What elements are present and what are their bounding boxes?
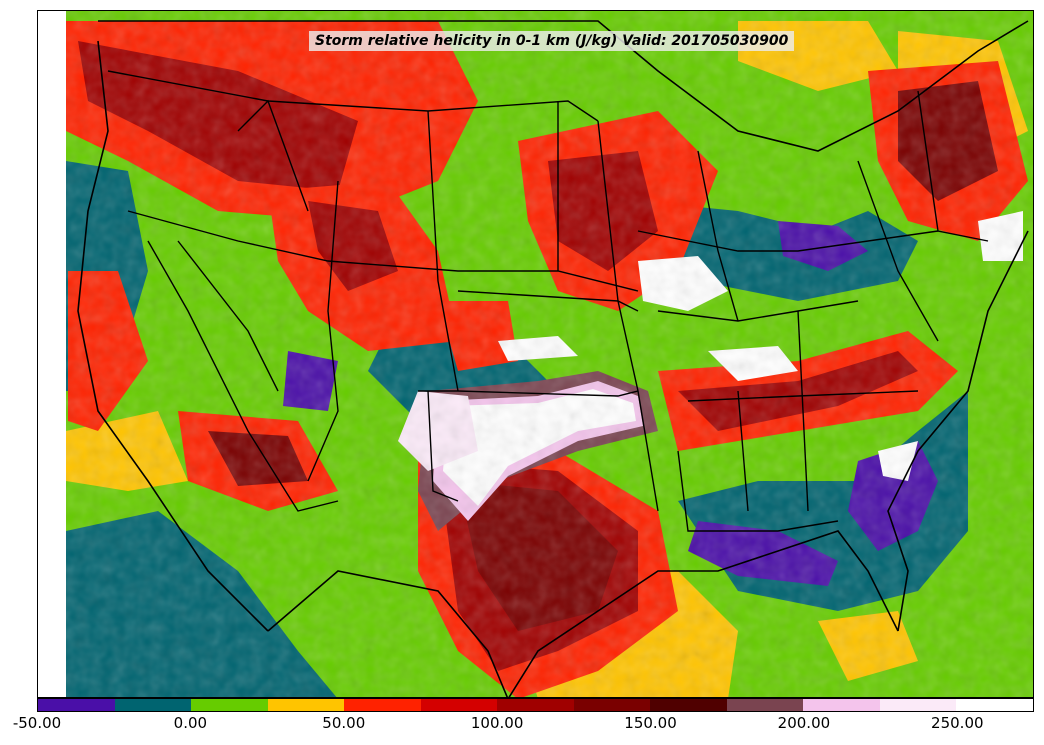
colorbar-segment xyxy=(726,699,804,711)
colorbar-segment xyxy=(114,699,192,711)
colorbar-tick-label: 50.00 xyxy=(322,714,366,732)
colorbar-segment xyxy=(803,699,880,711)
coastlines xyxy=(77,20,1029,697)
colorbar-segment xyxy=(650,699,727,711)
colorbar-segment xyxy=(267,699,345,711)
colorbar-segment xyxy=(497,699,574,711)
colorbar-segment xyxy=(420,699,498,711)
field-texture xyxy=(66,11,1033,697)
colorbar-segment xyxy=(344,699,421,711)
colorbar-segment xyxy=(956,699,1033,711)
colorbar-tick-label: 200.00 xyxy=(777,714,831,732)
state-boundaries xyxy=(107,70,989,532)
colorbar-ticks: -50.00 0.00 50.00 100.00 150.00 200.00 250.00 xyxy=(0,714,1044,738)
colorbar-tick-label: 250.00 xyxy=(931,714,984,732)
colorbar-tick-label: 100.00 xyxy=(470,714,524,732)
colorbar-tick-label: 0.00 xyxy=(173,714,208,732)
off-domain-area xyxy=(38,11,66,697)
colorbar xyxy=(37,698,1034,712)
colorbar-segment xyxy=(191,699,268,711)
helicity-map xyxy=(38,11,1033,697)
colorbar-segment xyxy=(879,699,957,711)
map-panel: Storm relative helicity in 0-1 km (J/kg)… xyxy=(37,10,1034,698)
colorbar-segment xyxy=(573,699,651,711)
map-title: Storm relative helicity in 0-1 km (J/kg)… xyxy=(309,31,795,51)
colorbar-tick-label: 150.00 xyxy=(624,714,677,732)
colorbar-tick-label: -50.00 xyxy=(12,714,62,732)
colorbar-segment xyxy=(38,699,115,711)
